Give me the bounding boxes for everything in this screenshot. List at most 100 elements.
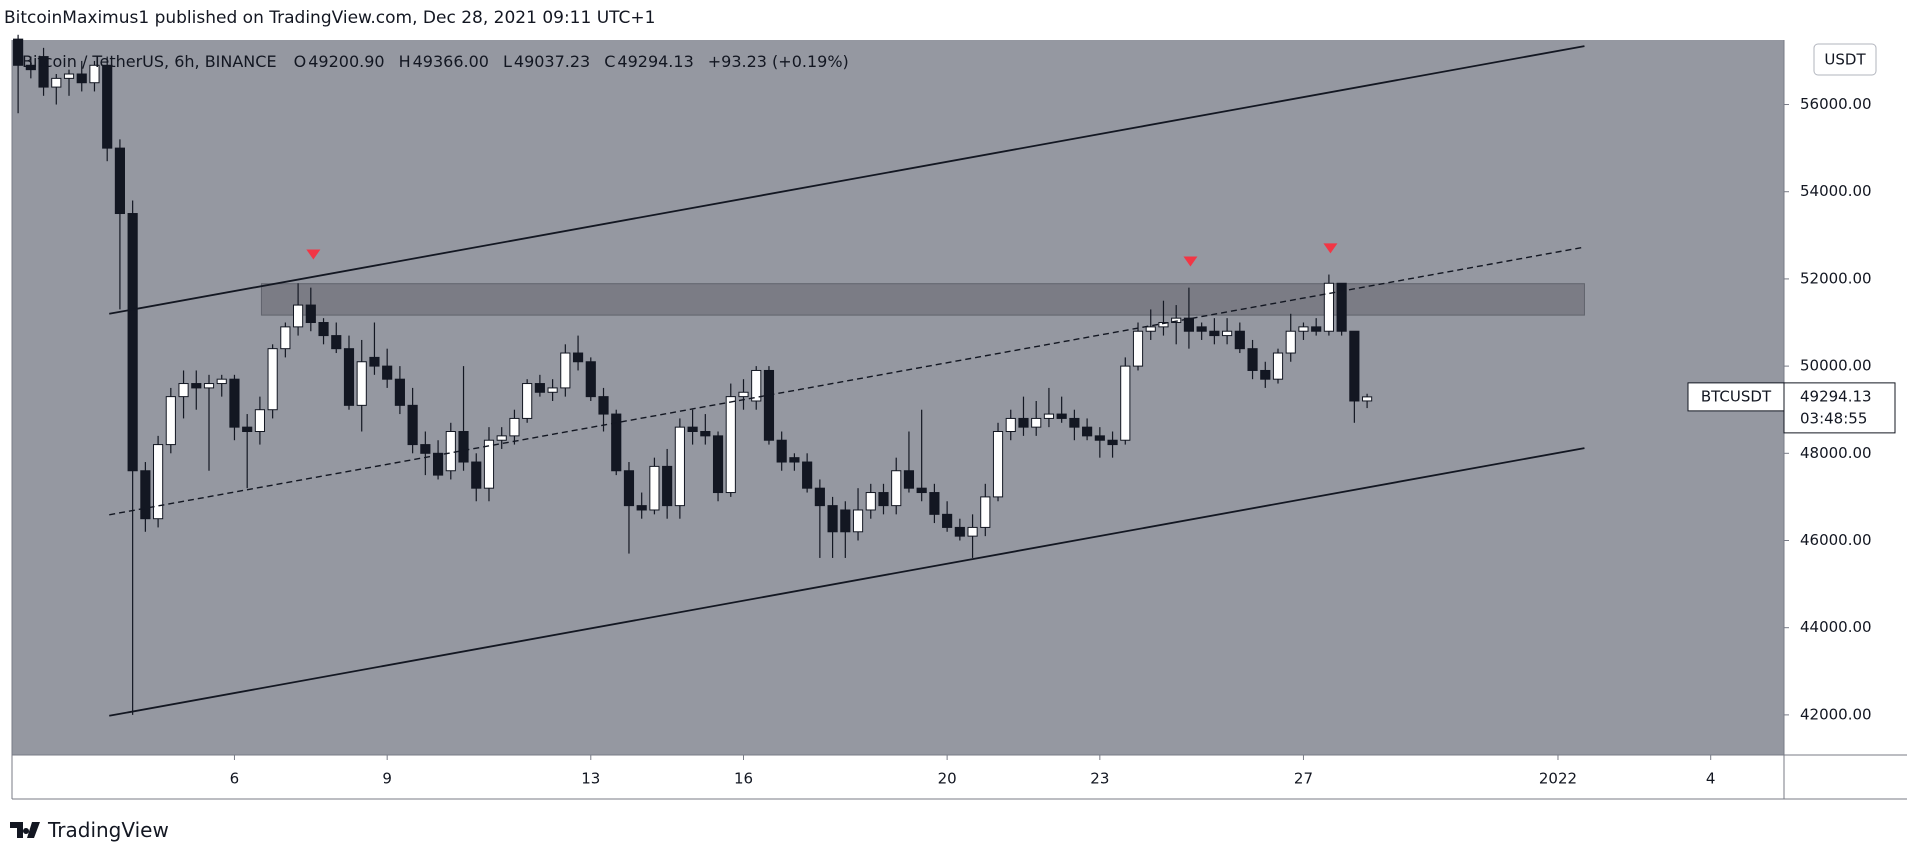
candle-body bbox=[1336, 282, 1347, 332]
candle-body bbox=[674, 426, 685, 507]
candle-body bbox=[1158, 322, 1169, 328]
y-tick-label: 52000.00 bbox=[1800, 269, 1872, 287]
candle-body bbox=[572, 352, 584, 363]
plot-background bbox=[12, 40, 1784, 755]
candle-body bbox=[305, 304, 316, 324]
candle-body bbox=[394, 378, 405, 406]
candle-body bbox=[1018, 417, 1029, 428]
candle-body bbox=[293, 304, 304, 328]
legend-value: 49200.90 bbox=[308, 52, 385, 71]
candle-body bbox=[840, 509, 851, 533]
candle-body bbox=[471, 461, 482, 489]
candle-body bbox=[1209, 330, 1220, 337]
candle-body bbox=[216, 378, 227, 385]
candle-body bbox=[509, 417, 520, 437]
candle-body bbox=[458, 431, 469, 463]
peak-marker bbox=[306, 249, 321, 260]
candle-body bbox=[1362, 396, 1373, 402]
candle-body bbox=[445, 431, 456, 472]
x-tick-label: 9 bbox=[382, 770, 392, 788]
candle-body bbox=[483, 439, 495, 489]
x-tick-label: 2022 bbox=[1539, 770, 1577, 788]
legend-value: 49294.13 bbox=[617, 52, 694, 71]
y-tick-label: 44000.00 bbox=[1800, 618, 1872, 636]
footer: TradingView bbox=[10, 818, 169, 842]
candle-body bbox=[432, 452, 444, 476]
y-tick-label: 46000.00 bbox=[1800, 531, 1872, 549]
candle-body bbox=[942, 513, 953, 528]
candle-body bbox=[254, 409, 265, 433]
countdown-label: 03:48:55 bbox=[1800, 409, 1867, 427]
y-tick-label: 42000.00 bbox=[1800, 705, 1872, 723]
candle-body bbox=[852, 509, 864, 533]
plot-area bbox=[13, 34, 1585, 717]
candle-body bbox=[407, 404, 418, 446]
candle-body bbox=[560, 352, 571, 389]
candle-body bbox=[369, 356, 380, 367]
y-tick-label: 56000.00 bbox=[1800, 95, 1872, 113]
x-tick-label: 6 bbox=[230, 770, 240, 788]
candle-body bbox=[751, 369, 762, 402]
candle-body bbox=[585, 361, 596, 398]
legend-key: H bbox=[398, 52, 411, 71]
candle-body bbox=[611, 413, 622, 472]
candle-body bbox=[496, 435, 507, 441]
publish-header: BitcoinMaximus1 published on TradingView… bbox=[4, 8, 656, 28]
candle-body bbox=[343, 348, 355, 406]
x-tick-label: 4 bbox=[1706, 770, 1716, 788]
candle-body bbox=[114, 147, 125, 215]
candle-body bbox=[1043, 413, 1055, 419]
y-tick-label: 48000.00 bbox=[1800, 444, 1872, 462]
brand: TradingView bbox=[48, 818, 169, 842]
candle-body bbox=[191, 383, 202, 389]
candle-body bbox=[242, 426, 253, 433]
candle-body bbox=[229, 378, 240, 428]
candle-body bbox=[547, 387, 558, 393]
candle-body bbox=[1311, 326, 1322, 332]
candle-body bbox=[903, 470, 915, 489]
peak-marker bbox=[1183, 256, 1198, 267]
candle-body bbox=[165, 396, 176, 446]
candle-body bbox=[598, 396, 609, 415]
candle-body bbox=[789, 457, 800, 463]
candle-body bbox=[153, 444, 164, 520]
candle-body bbox=[1196, 326, 1207, 332]
legend-item: L 49037.23 bbox=[503, 52, 592, 71]
candle-body bbox=[827, 505, 838, 533]
symbol-tag-label: BTCUSDT bbox=[1701, 387, 1772, 405]
candle-body bbox=[51, 77, 62, 88]
candle-body bbox=[13, 38, 24, 66]
candle-body bbox=[865, 492, 876, 511]
symbol-tag bbox=[1687, 382, 1785, 412]
candle-body bbox=[623, 470, 635, 507]
candle-body bbox=[992, 431, 1004, 498]
candle-body bbox=[1145, 326, 1156, 332]
legend-change: +93.23 (+0.19%) bbox=[707, 52, 849, 71]
candle-body bbox=[662, 465, 673, 507]
candle-body bbox=[1171, 317, 1182, 324]
y-tick-label: 54000.00 bbox=[1800, 182, 1872, 200]
candle-body bbox=[140, 470, 151, 520]
candle-body bbox=[929, 492, 940, 515]
candle-body bbox=[203, 383, 215, 389]
x-tick-label: 27 bbox=[1294, 770, 1313, 788]
candle-body bbox=[1056, 413, 1067, 419]
candle-body bbox=[318, 322, 329, 337]
currency-button[interactable] bbox=[1813, 43, 1877, 76]
candle-body bbox=[356, 361, 367, 406]
legend-item: O 49200.90 bbox=[294, 52, 387, 71]
candle-body bbox=[700, 431, 711, 437]
x-tick-label: 23 bbox=[1090, 770, 1109, 788]
chart: USDT 42000.00 44000.00 46000.00 48000.00 500… bbox=[11, 34, 1907, 800]
candle-body bbox=[89, 64, 100, 84]
candle-body bbox=[420, 444, 431, 454]
trend-line bbox=[109, 45, 1585, 315]
candle-body bbox=[102, 64, 113, 149]
candle-body bbox=[687, 426, 698, 433]
currency-label: USDT bbox=[1824, 51, 1866, 69]
candle-body bbox=[178, 383, 189, 398]
candle-body bbox=[725, 396, 736, 494]
candle-body bbox=[891, 470, 902, 507]
candle-body bbox=[802, 461, 813, 489]
